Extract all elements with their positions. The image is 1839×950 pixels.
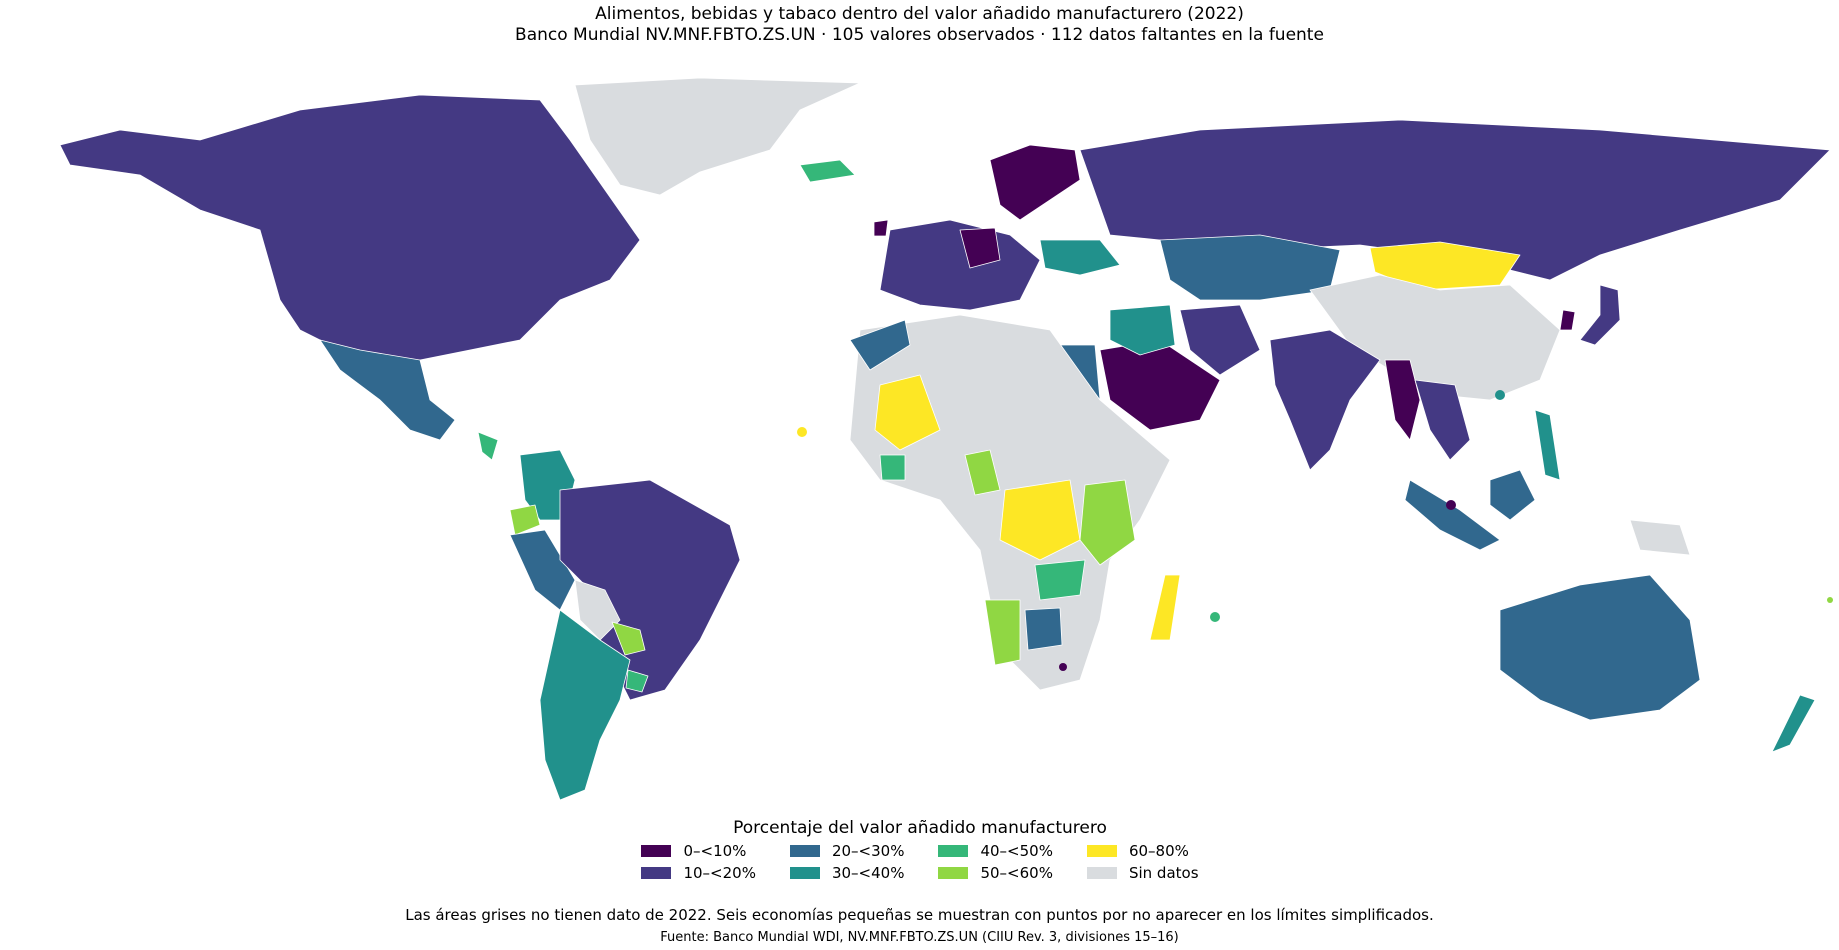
footnote: Las áreas grises no tienen dato de 2022.… [405, 906, 1434, 924]
region-mali [874, 374, 941, 451]
legend-label: 10–<20% [683, 864, 756, 882]
region-iceland [799, 159, 856, 183]
legend-swatch [641, 867, 672, 879]
legend-label: 20–<30% [831, 842, 905, 860]
region-west-africa [879, 454, 906, 481]
region-namibia [984, 599, 1021, 666]
region-borneo [1489, 469, 1536, 521]
region-india [1269, 329, 1381, 471]
point-marker [1059, 663, 1067, 671]
region-new-zealand [1771, 694, 1816, 753]
legend-swatch [1086, 867, 1117, 879]
region-germany [959, 227, 1001, 269]
legend-item: 50–<60% [938, 864, 1053, 882]
legend-swatch [938, 845, 969, 857]
region-australia [1499, 574, 1701, 721]
legend-item: 10–<20% [641, 864, 756, 882]
legend-item: Sin datos [1086, 864, 1199, 882]
legend-label: 0–<10% [683, 842, 747, 860]
region-korea [1559, 309, 1576, 331]
region-mongolia [1369, 241, 1521, 291]
region-botswana [1024, 607, 1063, 651]
legend-label: 40–<50% [980, 842, 1053, 860]
legend-grid: 0–<10% 20–<30% 40–<50% 60–80% 10–<20% 30… [640, 842, 1200, 882]
region-new-guinea [1629, 519, 1691, 556]
region-zambia [1034, 559, 1086, 601]
legend: Porcentaje del valor añadido manufacture… [640, 818, 1200, 882]
legend-item: 0–<10% [641, 842, 756, 860]
region-cameroon [964, 449, 1001, 496]
small-economy-points [797, 390, 1833, 671]
legend-swatch [789, 845, 820, 857]
region-philippines [1534, 409, 1561, 481]
legend-label: 30–<40% [831, 864, 905, 882]
legend-item: 20–<30% [789, 842, 905, 860]
legend-swatch [789, 867, 820, 879]
map-title: Alimentos, bebidas y tabaco dentro del v… [595, 4, 1244, 24]
region-japan [1579, 284, 1621, 346]
region-east-africa [1079, 479, 1136, 566]
region-bolivia [574, 579, 621, 641]
region-indonesia [1404, 479, 1501, 551]
map-subtitle: Banco Mundial NV.MNF.FBTO.ZS.UN · 105 va… [515, 25, 1324, 45]
point-marker [1210, 612, 1220, 622]
legend-swatch [938, 867, 969, 879]
point-marker [1446, 500, 1456, 510]
region-ukraine-baltics [1039, 239, 1121, 276]
region-argentina-chile [539, 609, 631, 801]
source-line: Fuente: Banco Mundial WDI, NV.MNF.FBTO.Z… [660, 930, 1179, 945]
region-ireland [873, 219, 889, 237]
region-canada-usa [59, 94, 641, 371]
region-dr-congo [999, 479, 1081, 561]
legend-label: 60–80% [1128, 842, 1189, 860]
region-western-europe [879, 219, 1041, 311]
legend-label: 50–<60% [980, 864, 1053, 882]
region-paraguay [611, 621, 646, 656]
region-indochina [1414, 379, 1471, 461]
title-block: Alimentos, bebidas y tabaco dentro del v… [0, 4, 1839, 46]
point-marker [797, 427, 807, 437]
point-marker [1495, 390, 1505, 400]
legend-title: Porcentaje del valor añadido manufacture… [733, 818, 1107, 838]
legend-swatch [1086, 845, 1117, 857]
region-ecuador [509, 504, 541, 536]
region-myanmar [1384, 359, 1421, 441]
region-uruguay [625, 669, 649, 693]
region-mexico [319, 339, 456, 441]
legend-swatch [641, 845, 672, 857]
region-iran [1179, 304, 1261, 376]
region-madagascar [1149, 574, 1181, 641]
region-morocco [849, 319, 911, 371]
point-marker [1827, 597, 1833, 603]
region-kazakhstan [1159, 234, 1341, 301]
legend-item: 40–<50% [938, 842, 1053, 860]
legend-label: Sin datos [1128, 864, 1199, 882]
legend-item: 30–<40% [789, 864, 905, 882]
legend-item: 60–80% [1086, 842, 1199, 860]
region-turkey-iraq [1109, 304, 1176, 356]
region-greenland [574, 77, 861, 196]
region-peru [509, 529, 576, 611]
region-central-america [477, 431, 499, 461]
region-scandinavia [989, 144, 1081, 221]
